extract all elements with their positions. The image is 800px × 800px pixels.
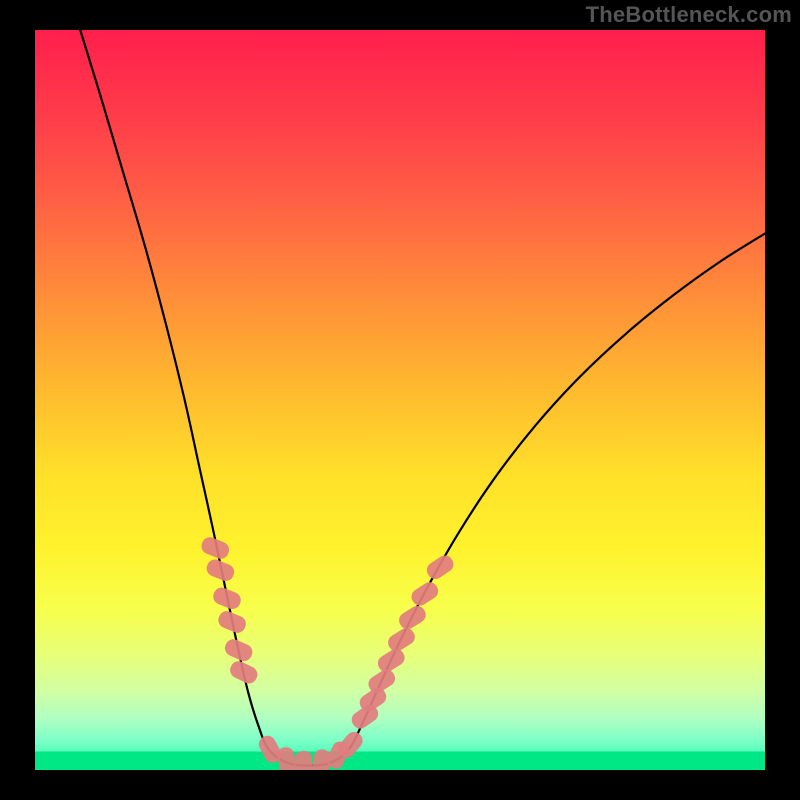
green-baseline-strip (35, 752, 765, 771)
bottleneck-chart (0, 0, 800, 800)
chart-container: TheBottleneck.com (0, 0, 800, 800)
plot-area (35, 30, 765, 779)
watermark-text: TheBottleneck.com (586, 2, 792, 28)
